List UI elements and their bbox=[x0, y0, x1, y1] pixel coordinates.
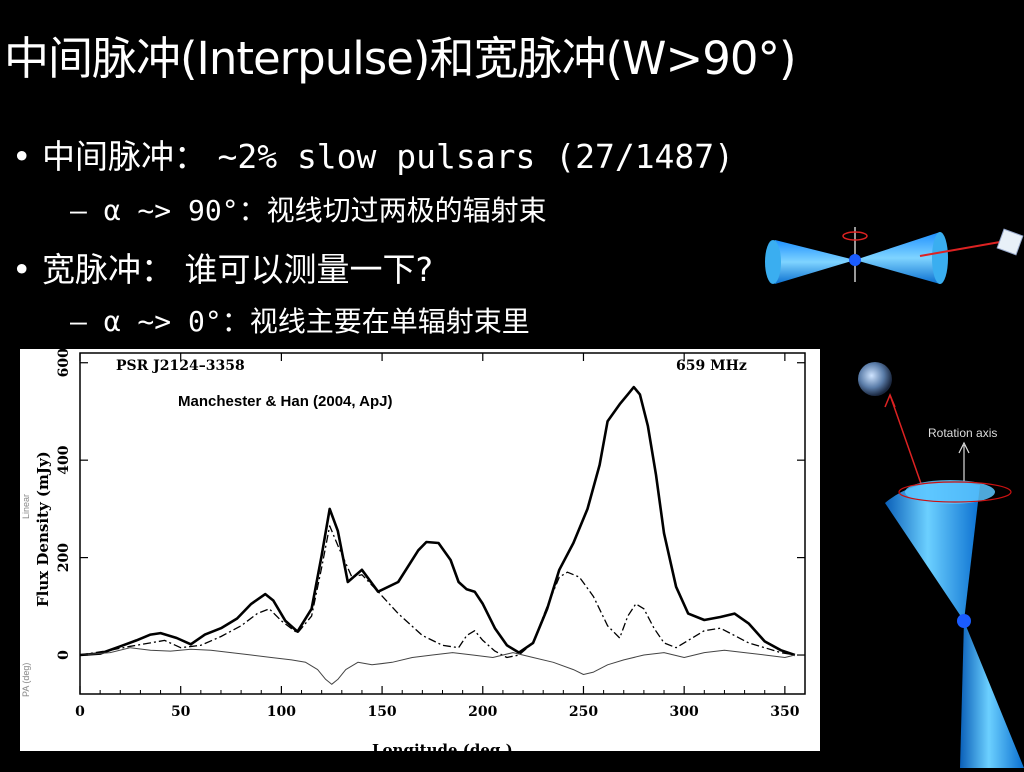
rotation-beam-figure: Rotation axis bbox=[850, 355, 1024, 772]
citation-annotation: Manchester & Han (2004, ApJ) bbox=[178, 393, 393, 410]
y-tick-label: 200 bbox=[56, 543, 72, 572]
bullet-interpulse: • 中间脉冲： ~2% slow pulsars (27/1487) bbox=[12, 130, 734, 178]
series-line-dash-dot bbox=[79, 525, 796, 659]
x-tick-label: 50 bbox=[171, 704, 191, 720]
y-tick-label: 600 bbox=[56, 349, 72, 377]
bullet-wide-pulse: • 宽脉冲： 谁可以测量一下? bbox=[12, 243, 433, 291]
bullet-text: 谁可以测量一下? bbox=[184, 250, 433, 289]
sub-bullet-interpulse: – α ~> 90°：视线切过两极的辐射束 bbox=[70, 194, 547, 227]
rotation-axis-label: Rotation axis bbox=[928, 426, 997, 440]
earth-icon bbox=[858, 362, 892, 396]
x-tick-label: 250 bbox=[569, 704, 598, 720]
y-tick-label: 0 bbox=[56, 650, 72, 660]
series-line-solid-thick bbox=[79, 385, 796, 657]
x-tick-label: 200 bbox=[468, 704, 497, 720]
x-tick-label: 350 bbox=[770, 704, 799, 720]
pa-axis-label: PA (deg) bbox=[21, 663, 31, 697]
x-tick-label: 0 bbox=[75, 704, 85, 720]
linear-axis-label: Linear bbox=[21, 494, 31, 519]
x-tick-label: 150 bbox=[367, 704, 396, 720]
observer-icon bbox=[996, 228, 1024, 256]
bullet-dot: • bbox=[12, 137, 32, 176]
pulsar-name: PSR J2124–3358 bbox=[116, 358, 245, 374]
series-line-solid-thin bbox=[79, 647, 796, 685]
bullet-label: 中间脉冲： bbox=[41, 137, 207, 176]
bullet-label: 宽脉冲： bbox=[41, 250, 174, 289]
bullet-dot: • bbox=[12, 250, 32, 289]
y-tick-label: 400 bbox=[56, 445, 72, 474]
bullet-text: ~2% slow pulsars (27/1487) bbox=[217, 137, 735, 176]
double-cone-beam-icon bbox=[760, 222, 1024, 296]
slide-title: 中间脉冲(Interpulse)和宽脉冲(W>90°) bbox=[4, 32, 797, 85]
x-axis-title: Longitude (deg.) bbox=[372, 741, 513, 751]
y-axis-title: Flux Density (mJy) bbox=[34, 451, 52, 607]
sub-bullet-wide-pulse: – α ~> 0°：视线主要在单辐射束里 bbox=[70, 305, 530, 338]
x-tick-label: 300 bbox=[670, 704, 699, 720]
frequency-label: 659 MHz bbox=[676, 358, 747, 374]
pulse-profile-chart: 0 50 100 150 200 250 300 350 0 200 400 600 PSR J212… bbox=[20, 349, 820, 751]
x-tick-label: 100 bbox=[267, 704, 296, 720]
